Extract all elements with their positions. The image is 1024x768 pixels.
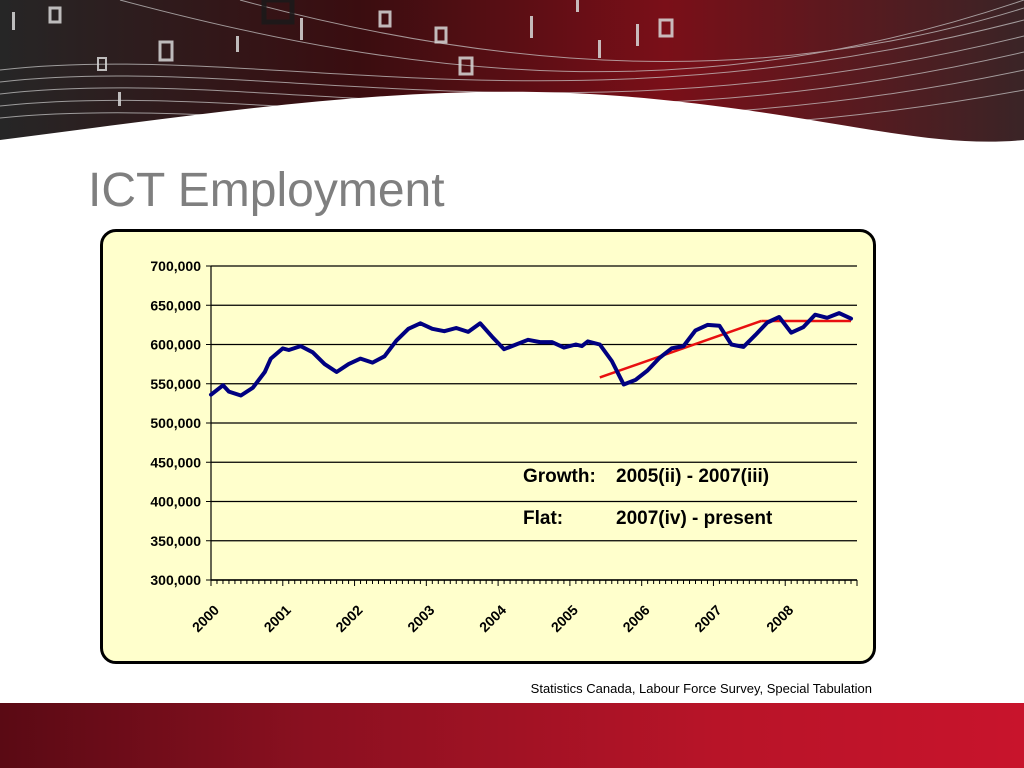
trend-lines: [599, 319, 852, 379]
slide-title: ICT Employment: [88, 164, 445, 217]
chart-panel: [100, 229, 876, 664]
annotation-flat-label: Flat:: [523, 508, 563, 529]
x-tick-label: 2007: [691, 602, 724, 635]
y-tick-label: 400,000: [150, 494, 201, 510]
y-tick-label: 300,000: [150, 572, 201, 588]
y-tick-label: 350,000: [150, 533, 201, 549]
gridlines: [211, 265, 857, 581]
white-wave: [0, 91, 1024, 190]
x-tick-label: 2000: [189, 602, 222, 635]
footer-bar: [0, 703, 1024, 768]
employment-series-line: [209, 311, 853, 398]
x-tick-label: 2003: [404, 602, 437, 635]
series-layer: [209, 311, 853, 398]
trend-line: [599, 319, 762, 379]
x-tick-label: 2005: [548, 602, 581, 635]
x-tick-label: 2002: [332, 602, 365, 635]
x-tick-label: 2001: [261, 602, 294, 635]
header-banner: [0, 0, 1024, 190]
y-axis-ticks: 300,000 350,000 400,000 450,000 500,000 550,0…: [150, 258, 211, 588]
line-chart: 300,000 350,000 400,000 450,000 500,000 550,0…: [150, 258, 858, 635]
x-tick-label: 2006: [619, 602, 652, 635]
y-tick-label: 700,000: [150, 258, 201, 274]
y-tick-label: 500,000: [150, 415, 201, 431]
binary-digits-decoration: [12, 0, 674, 106]
x-tick-label: 2008: [763, 602, 796, 635]
annotation-growth-period: 2005(ii) - 2007(iii): [616, 466, 769, 487]
annotations: Growth: 2005(ii) - 2007(iii) Flat: 2007(…: [523, 466, 773, 529]
annotation-flat-period: 2007(iv) - present: [616, 508, 773, 529]
y-tick-label: 450,000: [150, 454, 201, 470]
y-tick-label: 600,000: [150, 337, 201, 353]
x-tick-label: 2004: [476, 602, 509, 635]
y-tick-label: 550,000: [150, 376, 201, 392]
y-tick-label: 650,000: [150, 297, 201, 313]
source-note: Statistics Canada, Labour Force Survey, …: [530, 681, 872, 696]
annotation-growth-label: Growth:: [523, 466, 596, 487]
